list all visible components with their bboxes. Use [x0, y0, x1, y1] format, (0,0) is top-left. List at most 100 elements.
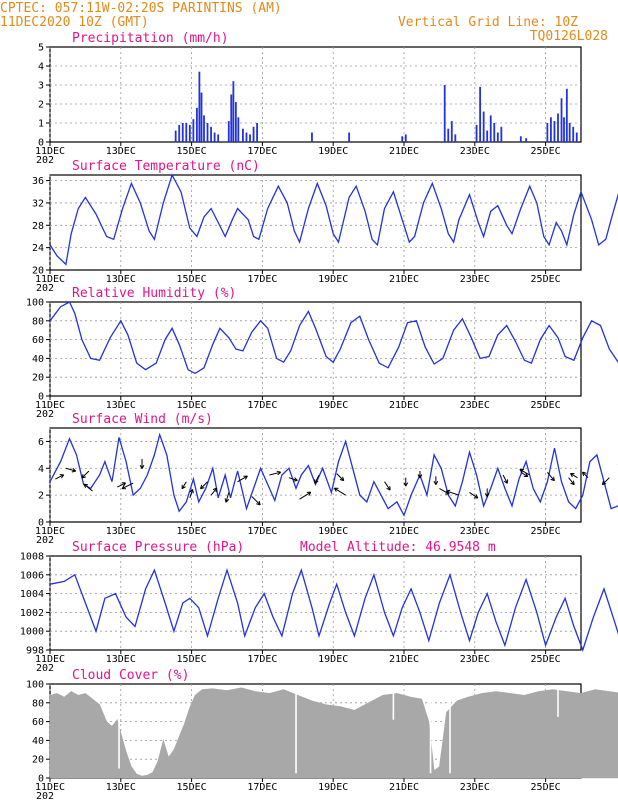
- panel-title: Relative Humidity (%): [72, 286, 236, 301]
- wind-arrow: [189, 489, 194, 498]
- x-tick-label: 19DEC: [318, 526, 348, 537]
- precip-bar: [230, 94, 233, 142]
- x-tick-label: 25DEC: [531, 782, 561, 793]
- wind-arrow: [568, 477, 575, 485]
- wind-arrowhead: [189, 489, 194, 494]
- y-tick-label: 100: [26, 680, 44, 691]
- x-tick-label: 21DEC: [389, 782, 419, 793]
- precip-bar: [572, 126, 575, 142]
- x-tick-label: 15DEC: [177, 654, 207, 665]
- y-tick-label: 1004: [20, 589, 44, 600]
- precip-bar: [185, 123, 188, 142]
- x-tick-label: 23DEC: [460, 274, 490, 285]
- panel-6: 0 20 40 60 80 100 11DEC 13DEC 15DEC 17DEC 19DEC 21D…: [26, 668, 618, 800]
- x-tick-label: 11DEC: [35, 274, 65, 285]
- wind-arrowhead: [601, 480, 607, 486]
- wind-arrow: [439, 487, 450, 495]
- precip-bar: [557, 113, 559, 142]
- y-tick-label: 20: [32, 755, 44, 766]
- wind-arrow: [288, 477, 298, 481]
- y-tick-label: 100: [26, 298, 44, 309]
- precip-bar: [198, 71, 201, 142]
- y-tick-label: 32: [32, 198, 44, 209]
- x-tick-label: 19DEC: [318, 400, 348, 411]
- series-line: [49, 173, 618, 266]
- x-year-fragment: 202: [36, 283, 54, 294]
- wind-arrow: [81, 470, 90, 479]
- x-tick-label: 21DEC: [389, 274, 419, 285]
- y-tick-label: 40: [32, 354, 44, 365]
- panel-annotation: Model Altitude: 46.9548 m: [300, 540, 496, 555]
- precip-bar: [575, 132, 578, 142]
- wind-arrow: [469, 492, 479, 499]
- wind-arrowhead: [473, 494, 479, 499]
- y-tick-label: 0: [38, 518, 44, 529]
- y-tick-label: 1000: [20, 627, 44, 638]
- x-tick-label: 21DEC: [389, 146, 419, 157]
- wind-arrowhead: [306, 491, 312, 496]
- wind-arrowhead: [386, 486, 391, 491]
- y-tick-label: 1006: [20, 570, 44, 581]
- x-tick-label: 19DEC: [318, 146, 348, 157]
- precip-bar: [496, 132, 499, 142]
- precip-bar: [401, 136, 404, 142]
- panel-title: Surface Pressure (hPa): [72, 540, 244, 555]
- wind-arrowhead: [256, 500, 261, 506]
- wind-arrow: [65, 467, 76, 472]
- x-tick-label: 11DEC: [35, 400, 65, 411]
- x-tick-label: 17DEC: [247, 782, 277, 793]
- y-tick-label: 20: [32, 266, 44, 277]
- x-tick-label: 25DEC: [531, 274, 561, 285]
- panel-4: 0 2 4 6 11DEC 13DEC 15DEC 17DEC 19DEC 21DEC 23DEC 2…: [35, 412, 618, 546]
- y-tick-label: 80: [32, 316, 44, 327]
- y-tick-label: 28: [32, 221, 44, 232]
- y-tick-label: 3: [38, 81, 44, 92]
- x-tick-label: 17DEC: [247, 274, 277, 285]
- precip-bar: [525, 138, 528, 142]
- precip-bar: [553, 121, 556, 142]
- x-tick-label: 11DEC: [35, 654, 65, 665]
- wind-arrow: [299, 491, 312, 500]
- wind-arrowhead: [339, 476, 345, 482]
- wind-arrowhead: [445, 489, 451, 495]
- panel-title: Cloud Cover (%): [72, 668, 189, 683]
- x-tick-label: 11DEC: [35, 782, 65, 793]
- wind-arrowhead: [212, 487, 218, 493]
- x-tick-label: 23DEC: [460, 654, 490, 665]
- x-tick-label: 17DEC: [247, 526, 277, 537]
- wind-arrow: [520, 471, 529, 477]
- y-tick-label: 0: [38, 774, 44, 785]
- panel-title: Precipitation (mm/h): [72, 31, 229, 46]
- wind-arrow: [251, 496, 261, 506]
- precip-bar: [482, 111, 485, 142]
- wind-arrowhead: [433, 480, 439, 485]
- x-tick-label: 23DEC: [460, 526, 490, 537]
- precip-bar: [493, 123, 496, 142]
- y-tick-label: 0: [38, 392, 44, 403]
- precip-bar: [242, 128, 244, 142]
- precip-bar: [563, 117, 565, 142]
- y-tick-label: 1: [38, 119, 44, 130]
- wind-arrowhead: [417, 474, 423, 479]
- x-tick-label: 21DEC: [389, 654, 419, 665]
- x-tick-label: 21DEC: [389, 400, 419, 411]
- panel-1: 0 1 2 3 4 5 11DEC 13DEC 15DEC 17DEC 19DEC 21DEC 23DE…: [35, 31, 582, 166]
- precip-bar: [203, 115, 205, 142]
- wind-arrowhead: [139, 464, 145, 469]
- wind-arrow: [384, 481, 391, 491]
- wind-arrow: [582, 471, 589, 479]
- precip-bar: [256, 123, 258, 142]
- x-tick-label: 25DEC: [531, 400, 561, 411]
- wind-arrow: [446, 490, 460, 496]
- precip-bar: [311, 132, 313, 142]
- precip-bar: [181, 123, 184, 142]
- precip-bar: [475, 124, 478, 142]
- y-tick-label: 20: [32, 373, 44, 384]
- wind-arrowhead: [550, 476, 555, 482]
- panel-frame: [49, 46, 582, 143]
- header-station: CPTEC: 057:11W-02:20S PARINTINS (AM): [0, 1, 282, 16]
- x-tick-label: 13DEC: [106, 400, 136, 411]
- x-tick-label: 13DEC: [106, 146, 136, 157]
- y-tick-label: 60: [32, 335, 44, 346]
